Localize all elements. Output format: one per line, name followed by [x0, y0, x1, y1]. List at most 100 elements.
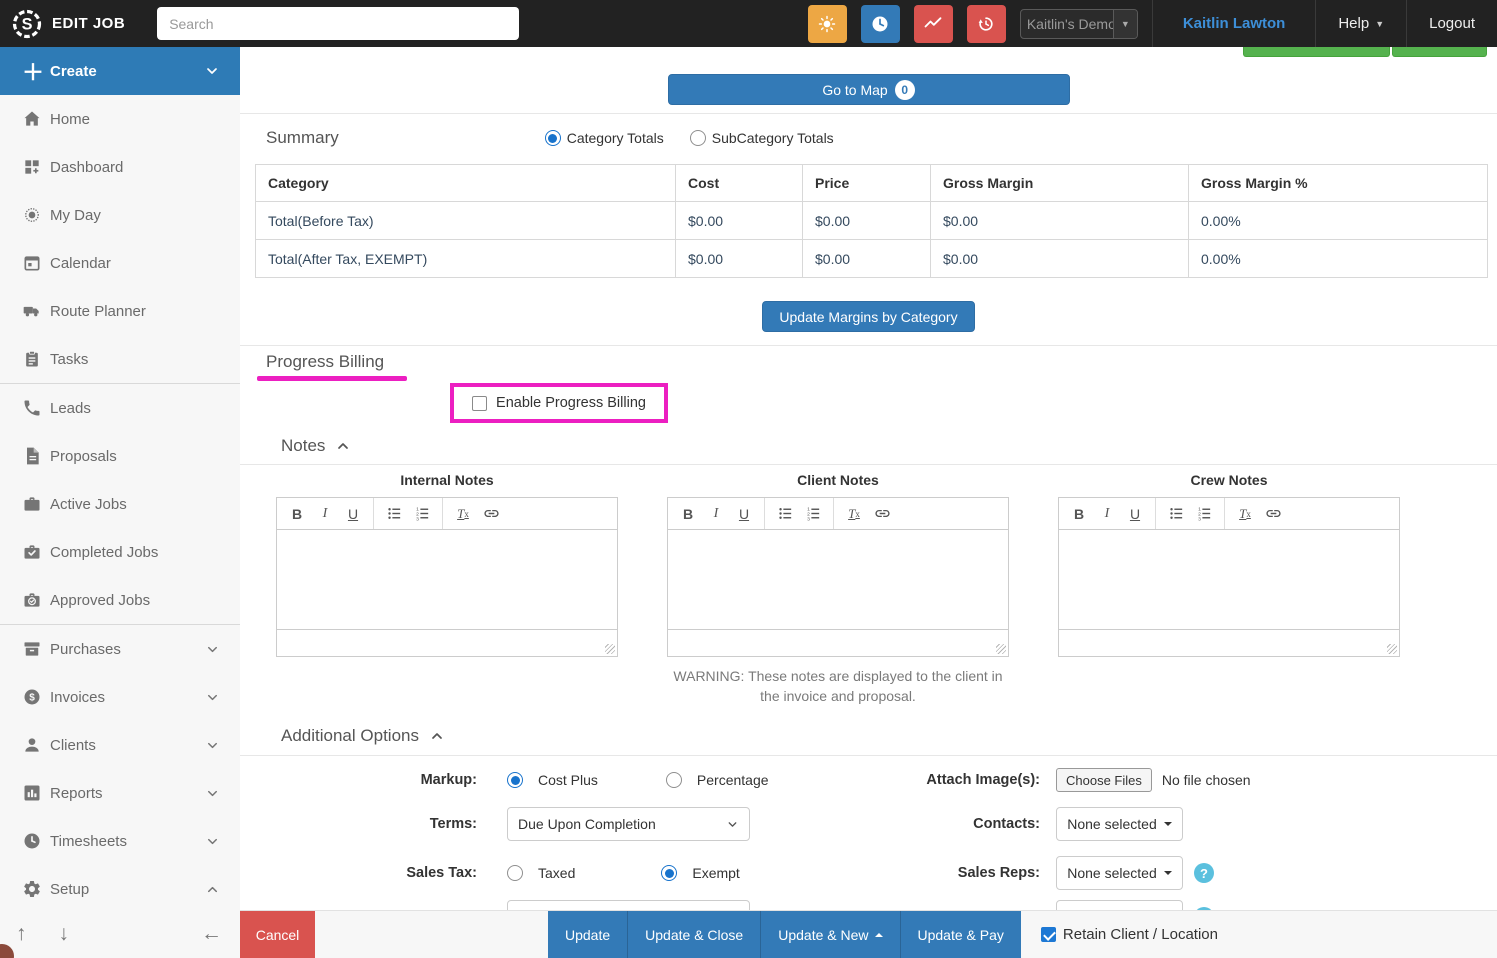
- bold-button[interactable]: B: [285, 502, 309, 526]
- underline-button[interactable]: U: [1123, 502, 1147, 526]
- collapse-additional-options-chevron-icon[interactable]: [429, 728, 445, 744]
- collapse-sidebar-arrow[interactable]: ←: [201, 922, 222, 945]
- sidebar-item-reports[interactable]: Reports: [0, 769, 240, 817]
- editor-footer: [1059, 630, 1399, 656]
- account-select-caret-icon[interactable]: ▼: [1112, 9, 1137, 38]
- person-icon: [22, 735, 48, 755]
- bullet-list-button[interactable]: [1164, 502, 1188, 526]
- link-button[interactable]: [479, 502, 503, 526]
- cancel-button[interactable]: Cancel: [240, 911, 315, 958]
- section-divider: [240, 113, 1497, 114]
- sidebar-item-approved-jobs[interactable]: Approved Jobs: [0, 576, 240, 624]
- clock-icon: [22, 831, 48, 851]
- chevron-down-icon: [205, 834, 220, 849]
- timeclock-button[interactable]: [860, 4, 900, 43]
- activity-button[interactable]: [913, 4, 953, 43]
- bold-button[interactable]: B: [1067, 502, 1091, 526]
- sidebar-item-clients[interactable]: Clients: [0, 721, 240, 769]
- progress-billing-title: Progress Billing: [266, 352, 385, 371]
- user-name-link[interactable]: Kaitlin Lawton: [1151, 0, 1316, 47]
- chevron-down-icon: [204, 63, 220, 79]
- resize-handle[interactable]: [605, 644, 615, 654]
- link-button[interactable]: [1261, 502, 1285, 526]
- markup-percentage-radio[interactable]: [665, 772, 682, 789]
- main-content: Go to Map 0 Summary Category Totals SubC…: [240, 47, 1497, 958]
- enable-progress-billing-checkbox[interactable]: [472, 395, 488, 411]
- crew-notes-textarea[interactable]: [1059, 530, 1399, 630]
- sales-tax-taxed-radio[interactable]: [507, 865, 523, 882]
- internal-notes-textarea[interactable]: [277, 530, 617, 630]
- underline-button[interactable]: U: [341, 502, 365, 526]
- sales-reps-dropdown[interactable]: None selected: [1056, 856, 1183, 891]
- sidebar-item-route-planner[interactable]: Route Planner: [0, 287, 240, 335]
- briefcase-check-circle-icon: [22, 590, 48, 610]
- scroll-down-arrow[interactable]: ↓: [58, 922, 70, 945]
- sales-tax-exempt-radio[interactable]: [661, 865, 678, 882]
- client-notes-title: Client Notes: [797, 472, 879, 488]
- document-icon: [22, 446, 48, 466]
- category-totals-radio[interactable]: [544, 130, 561, 146]
- resize-handle[interactable]: [996, 644, 1006, 654]
- terms-select[interactable]: Due Upon Completion: [507, 807, 750, 842]
- update-margins-button[interactable]: Update Margins by Category: [762, 301, 975, 332]
- history-button[interactable]: [966, 4, 1006, 43]
- clipboard-icon: [22, 349, 48, 369]
- contacts-dropdown[interactable]: None selected: [1056, 807, 1183, 842]
- sidebar-item-my-day[interactable]: My Day: [0, 191, 240, 239]
- chevron-down-icon: [205, 690, 220, 705]
- sidebar-item-setup[interactable]: Setup: [0, 865, 240, 913]
- resize-handle[interactable]: [1387, 644, 1397, 654]
- chat-bubble[interactable]: [0, 944, 14, 958]
- link-button[interactable]: [870, 502, 894, 526]
- bullet-list-button[interactable]: [382, 502, 406, 526]
- home-icon: [22, 109, 48, 129]
- update-close-button[interactable]: Update & Close: [627, 911, 761, 958]
- subcategory-totals-radio[interactable]: [689, 130, 706, 146]
- clock-icon: [872, 16, 888, 31]
- italic-button[interactable]: I: [313, 502, 337, 526]
- sidebar-item-calendar[interactable]: Calendar: [0, 239, 240, 287]
- client-notes-textarea[interactable]: [668, 530, 1008, 630]
- sidebar-item-leads[interactable]: Leads: [0, 384, 240, 432]
- bold-button[interactable]: B: [676, 502, 700, 526]
- sidebar-item-purchases[interactable]: Purchases: [0, 625, 240, 673]
- sidebar-item-completed-jobs[interactable]: Completed Jobs: [0, 528, 240, 576]
- search-input[interactable]: [157, 7, 520, 40]
- myday-sun-button[interactable]: [807, 4, 847, 43]
- underline-button[interactable]: U: [732, 502, 756, 526]
- sales-reps-help-icon[interactable]: ?: [1194, 863, 1214, 884]
- col-header-cost: Cost: [675, 164, 803, 202]
- sidebar-divider: [0, 383, 240, 384]
- sidebar-create-button[interactable]: ＋ Create: [0, 47, 240, 95]
- scroll-up-arrow[interactable]: ↑: [16, 922, 27, 945]
- account-select[interactable]: Kaitlin's Demo ▼: [1019, 8, 1138, 39]
- help-menu[interactable]: Help ▼: [1315, 0, 1406, 47]
- choose-files-button[interactable]: Choose Files: [1056, 768, 1152, 793]
- markup-cost-plus-radio[interactable]: [507, 772, 523, 789]
- sidebar-item-tasks[interactable]: Tasks: [0, 335, 240, 383]
- update-button[interactable]: Update: [548, 911, 628, 958]
- go-to-map-button[interactable]: Go to Map 0: [667, 74, 1070, 105]
- sidebar-item-home[interactable]: Home: [0, 95, 240, 143]
- collapse-notes-chevron-icon[interactable]: [335, 438, 351, 454]
- sidebar-item-dashboard[interactable]: Dashboard: [0, 143, 240, 191]
- logout-link[interactable]: Logout: [1406, 0, 1497, 47]
- sidebar-item-active-jobs[interactable]: Active Jobs: [0, 480, 240, 528]
- italic-button[interactable]: I: [1095, 502, 1119, 526]
- italic-button[interactable]: I: [704, 502, 728, 526]
- sidebar-item-invoices[interactable]: $ Invoices: [0, 673, 240, 721]
- bullet-list-button[interactable]: [773, 502, 797, 526]
- update-new-button[interactable]: Update & New: [760, 911, 900, 958]
- update-pay-button[interactable]: Update & Pay: [899, 911, 1021, 958]
- retain-client-location-checkbox[interactable]: [1040, 927, 1056, 942]
- sidebar-item-proposals[interactable]: Proposals: [0, 432, 240, 480]
- contacts-label: Contacts:: [973, 816, 1040, 833]
- sidebar-item-timesheets[interactable]: Timesheets: [0, 817, 240, 865]
- chevron-down-icon: [205, 642, 220, 657]
